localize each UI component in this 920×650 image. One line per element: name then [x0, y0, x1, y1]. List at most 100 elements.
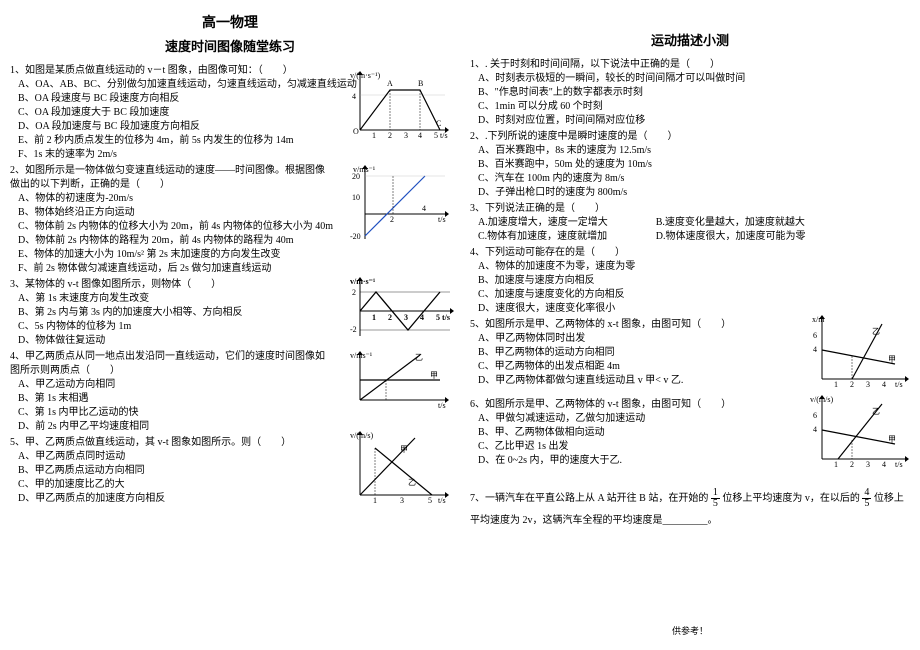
q4-text: 4、甲乙两质点从同一地点出发沿同一直线运动，它们的速度时间图像如图所示则两质点（… [10, 350, 330, 378]
svg-text:2: 2 [388, 313, 392, 322]
q5-text: 5、甲、乙两质点做直线运动，其 v-t 图象如图所示。则（ ） [10, 436, 330, 450]
svg-text:4: 4 [418, 131, 422, 140]
q2-text: 2、如图所示是一物体做匀变速直线运动的速度——时间图像。根据图像做出的以下判断，… [10, 164, 330, 192]
svg-text:10: 10 [352, 193, 360, 202]
footer: 供参考！ [470, 625, 910, 638]
r-q1-b: B、"作息时间表"上的数字都表示时刻 [478, 86, 910, 100]
right-column: 运动描述小测 1、. 关于时刻和时间间隔，以下说法中正确的是（ ） A、时刻表示… [470, 10, 910, 640]
svg-text:C: C [436, 119, 441, 128]
r-q2-a: A、百米赛跑中，8s 末的速度为 12.5m/s [478, 144, 910, 158]
svg-text:O: O [353, 127, 359, 136]
r-q5-text: 5、如图所示是甲、乙两物体的 x-t 图象，由图可知（ ） [470, 318, 790, 332]
main-title: 高一物理 [10, 14, 450, 34]
r-q2: 2、.下列所说的速度中是瞬时速度的是（ ） A、百米赛跑中，8s 末的速度为 1… [470, 130, 910, 200]
svg-text:1: 1 [372, 131, 376, 140]
r-q6: v/(m/s)t/s 64 1234 甲乙 6、如图所示是甲、乙两物体的 v-t… [470, 398, 910, 468]
svg-text:v/(m/s): v/(m/s) [810, 395, 833, 404]
q1-figure: v/(m·s⁻¹) t/s O 4 A B C 1 2 3 4 5 [350, 70, 450, 145]
q2-e: E、物体的加速大小为 10m/s² 第 2s 末加速度的方向发生改变 [18, 248, 450, 262]
q4-figure: v/ms⁻¹t/s 甲乙 [350, 350, 450, 415]
frac2-den: 5 [862, 499, 871, 509]
r-q5: x/mt/s 64 1234 甲乙 5、如图所示是甲、乙两物体的 x-t 图象，… [470, 318, 910, 388]
r-q4: 4、下列运动可能存在的是（ ） A、物体的加速度不为零，速度为零 B、加速度与速… [470, 246, 910, 316]
r-q1-d: D、时刻对应位置，时间间隔对应位移 [478, 114, 910, 128]
svg-text:甲: 甲 [430, 371, 438, 380]
svg-text:5: 5 [428, 496, 432, 505]
svg-text:1: 1 [372, 313, 376, 322]
svg-text:1: 1 [373, 496, 377, 505]
svg-text:甲: 甲 [400, 445, 408, 454]
r-q4-b: B、加速度与速度方向相反 [478, 274, 910, 288]
r-q4-c: C、加速度与速度变化的方向相反 [478, 288, 910, 302]
r-q1-text: 1、. 关于时刻和时间间隔，以下说法中正确的是（ ） [470, 58, 910, 72]
svg-text:t/s: t/s [442, 313, 450, 322]
frac1-den: 5 [711, 499, 720, 509]
svg-text:A: A [387, 79, 393, 88]
svg-text:乙: 乙 [415, 353, 423, 362]
svg-text:t/s: t/s [440, 131, 448, 140]
svg-text:5: 5 [436, 313, 440, 322]
q4: v/ms⁻¹t/s 甲乙 4、甲乙两质点从同一地点出发沿同一直线运动，它们的速度… [10, 350, 450, 434]
q2-figure: v/ms⁻¹t/s 2010-20 24 [350, 164, 450, 249]
r-q3-text: 3、下列说法正确的是（ ） [470, 202, 910, 216]
q2: v/ms⁻¹t/s 2010-20 24 2、如图所示是一物体做匀变速直线运动的… [10, 164, 450, 276]
svg-text:4: 4 [352, 92, 356, 101]
fraction-1: 1 5 [711, 488, 720, 509]
q1-text: 1、如图是某质点做直线运动的 v－t 图象，由图像可知：（ ） [10, 64, 330, 78]
q3-text: 3、某物体的 v-t 图像如图所示，则物体（ ） [10, 278, 330, 292]
r-q7-mid1: 位移上平均速度为 v，在以后的 [722, 493, 860, 504]
r-q2-b: B、百米赛跑中，50m 处的速度为 10m/s [478, 158, 910, 172]
r-q4-a: A、物体的加速度不为零，速度为零 [478, 260, 910, 274]
q2-f: F、前 2s 物体做匀减速直线运动，后 2s 做匀加速直线运动 [18, 262, 450, 276]
q5-figure: v/(m/s)t/s 135 甲乙 [350, 430, 450, 510]
svg-text:1: 1 [834, 460, 838, 469]
r-q3: 3、下列说法正确的是（ ） A.加速度增大，速度一定增大 C.物体有加速度，速度… [470, 202, 910, 244]
svg-text:20: 20 [352, 172, 360, 181]
svg-text:v/(m·s⁻¹): v/(m·s⁻¹) [350, 71, 381, 80]
r-q3-d: D.物体速度很大，加速度可能为零 [656, 230, 806, 244]
q5: v/(m/s)t/s 135 甲乙 5、甲、乙两质点做直线运动，其 v-t 图象… [10, 436, 450, 506]
r-q6-text: 6、如图所示是甲、乙两物体的 v-t 图象，由图可知（ ） [470, 398, 790, 412]
svg-text:5: 5 [434, 131, 438, 140]
svg-text:-20: -20 [350, 232, 361, 241]
svg-text:3: 3 [866, 380, 870, 389]
q3: v/m·s⁻¹t/s 2-2 12345 3、某物体的 v-t 图像如图所示，则… [10, 278, 450, 348]
svg-text:乙: 乙 [408, 478, 416, 487]
svg-text:3: 3 [400, 496, 404, 505]
r-q4-text: 4、下列运动可能存在的是（ ） [470, 246, 910, 260]
subtitle-right: 运动描述小测 [470, 32, 910, 50]
svg-text:乙: 乙 [872, 407, 880, 416]
svg-text:3: 3 [404, 131, 408, 140]
svg-text:t/s: t/s [438, 215, 446, 224]
svg-text:x/m: x/m [812, 315, 825, 324]
r-q2-d: D、子弹出枪口时的速度为 800m/s [478, 186, 910, 200]
q1: v/(m·s⁻¹) t/s O 4 A B C 1 2 3 4 5 1、如图是某质点做直线运动… [10, 64, 450, 162]
svg-text:1: 1 [834, 380, 838, 389]
r-q6-figure: v/(m/s)t/s 64 1234 甲乙 [810, 394, 910, 477]
svg-text:2: 2 [390, 215, 394, 224]
svg-text:4: 4 [813, 345, 817, 354]
svg-text:甲: 甲 [888, 355, 896, 364]
r-q2-text: 2、.下列所说的速度中是瞬时速度的是（ ） [470, 130, 910, 144]
svg-text:4: 4 [882, 380, 886, 389]
svg-text:v/m·s⁻¹: v/m·s⁻¹ [350, 277, 376, 286]
r-q1-a: A、时刻表示极短的一瞬间，较长的时间间隔才可以叫做时间 [478, 72, 910, 86]
q3-figure: v/m·s⁻¹t/s 2-2 12345 [350, 276, 450, 346]
svg-text:v/ms⁻¹: v/ms⁻¹ [350, 351, 373, 360]
svg-text:2: 2 [388, 131, 392, 140]
r-q2-c: C、汽车在 100m 内的速度为 8m/s [478, 172, 910, 186]
svg-text:6: 6 [813, 331, 817, 340]
svg-text:t/s: t/s [438, 496, 446, 505]
r-q1-c: C、1min 可以分成 60 个时刻 [478, 100, 910, 114]
svg-text:4: 4 [422, 204, 426, 213]
r-q3-c: C.物体有加速度，速度就增加 [478, 230, 608, 244]
svg-text:2: 2 [850, 460, 854, 469]
svg-text:2: 2 [850, 380, 854, 389]
svg-text:B: B [418, 79, 423, 88]
svg-text:3: 3 [404, 313, 408, 322]
r-q7-pre: 7、一辆汽车在平直公路上从 A 站开往 B 站，在开始的 [470, 493, 708, 504]
svg-text:t/s: t/s [895, 380, 903, 389]
svg-text:甲: 甲 [888, 435, 896, 444]
q1-f: F、1s 末的速率为 2m/s [18, 148, 450, 162]
subtitle-left: 速度时间图像随堂练习 [10, 38, 450, 56]
